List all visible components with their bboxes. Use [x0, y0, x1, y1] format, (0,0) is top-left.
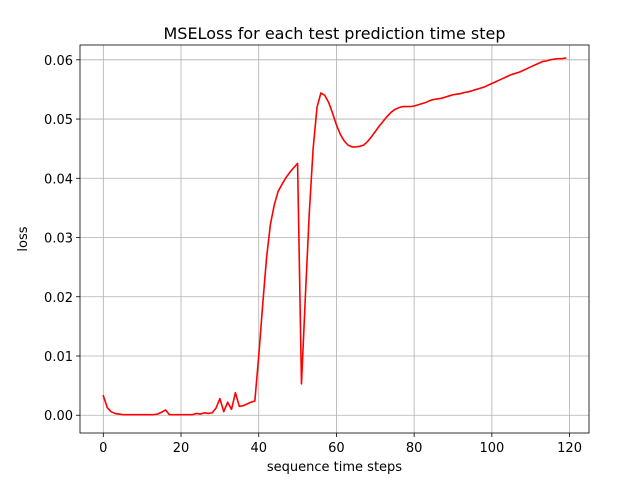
x-tick-label: 80: [406, 441, 423, 456]
chart-title: MSELoss for each test prediction time st…: [163, 24, 505, 43]
y-tick-label: 0.04: [44, 172, 73, 187]
x-tick-label: 40: [250, 441, 267, 456]
y-tick-label: 0.02: [44, 291, 73, 306]
y-tick-label: 0.01: [44, 350, 73, 365]
y-axis-label: loss: [16, 226, 31, 251]
series-layer: [102, 57, 567, 416]
x-tick-label: 120: [557, 441, 582, 456]
y-tick-label: 0.03: [44, 232, 73, 247]
y-tick-label: 0.05: [44, 113, 73, 128]
axes-frame: [79, 44, 590, 434]
x-tick-label: 20: [173, 441, 190, 456]
loss-series-line: [102, 57, 567, 416]
x-tick-label: 60: [328, 441, 345, 456]
y-tick-label: 0.00: [44, 409, 73, 424]
x-tick-label: 0: [99, 441, 107, 456]
y-axis-ticks: 0.00 0.01 0.02 0.03 0.04 0.05 0.06: [44, 54, 80, 424]
x-axis-label: sequence time steps: [267, 460, 402, 475]
y-tick-label: 0.06: [44, 54, 73, 69]
x-tick-label: 100: [479, 441, 504, 456]
x-axis-ticks: 0 20 40 60 80 100 120: [99, 433, 582, 456]
